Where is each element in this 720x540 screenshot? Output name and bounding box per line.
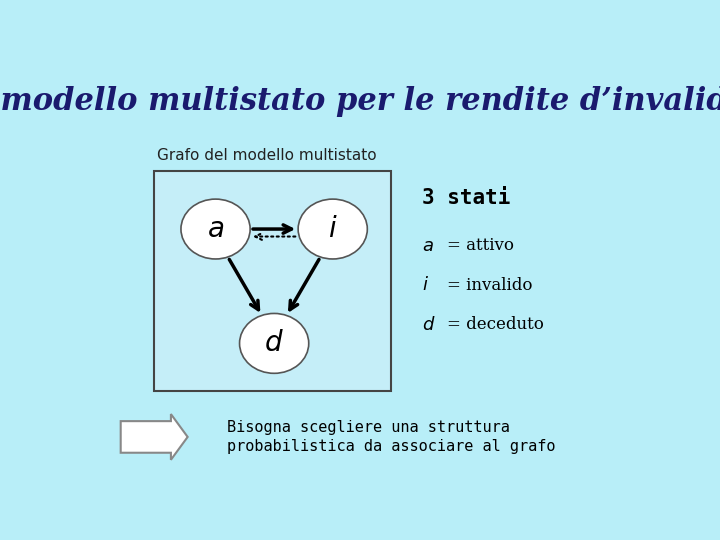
Text: $d$: $d$ — [422, 316, 436, 334]
Ellipse shape — [298, 199, 367, 259]
Ellipse shape — [240, 313, 309, 373]
Ellipse shape — [181, 199, 250, 259]
FancyBboxPatch shape — [154, 171, 392, 391]
Text: 3 stati: 3 stati — [422, 188, 510, 208]
Text: $a$: $a$ — [207, 215, 224, 242]
Text: Bisogna scegliere una struttura: Bisogna scegliere una struttura — [227, 420, 510, 435]
Text: = invalido: = invalido — [447, 276, 533, 294]
Text: $i$: $i$ — [422, 276, 429, 294]
Text: = deceduto: = deceduto — [447, 316, 544, 333]
Text: Il modello multistato per le rendite d’invalidità: Il modello multistato per le rendite d’i… — [0, 84, 720, 117]
Text: $i$: $i$ — [328, 215, 338, 242]
Text: probabilistica da associare al grafo: probabilistica da associare al grafo — [227, 439, 555, 454]
Polygon shape — [121, 414, 188, 460]
Text: $a$: $a$ — [422, 237, 434, 255]
Text: $d$: $d$ — [264, 330, 284, 357]
Text: Grafo del modello multistato: Grafo del modello multistato — [157, 148, 377, 163]
Text: = attivo: = attivo — [447, 237, 514, 254]
